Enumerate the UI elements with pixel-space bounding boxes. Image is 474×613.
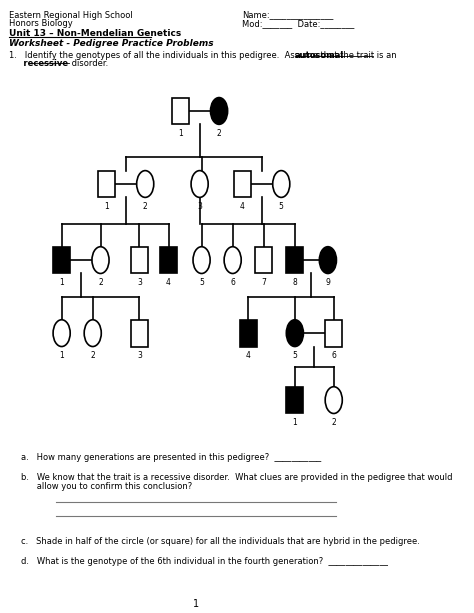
- Text: 5: 5: [292, 351, 297, 360]
- FancyBboxPatch shape: [53, 246, 70, 273]
- Text: 3: 3: [137, 278, 142, 287]
- Text: 4: 4: [246, 351, 251, 360]
- Text: Eastern Regional High School: Eastern Regional High School: [9, 10, 133, 20]
- Text: 6: 6: [230, 278, 235, 287]
- Text: 1: 1: [104, 202, 109, 211]
- Circle shape: [92, 246, 109, 273]
- Circle shape: [273, 170, 290, 197]
- Text: c.   Shade in half of the circle (or square) for all the individuals that are hy: c. Shade in half of the circle (or squar…: [21, 537, 419, 546]
- FancyBboxPatch shape: [98, 170, 115, 197]
- Circle shape: [137, 170, 154, 197]
- Text: a.   How many generations are presented in this pedigree?  ___________: a. How many generations are presented in…: [21, 453, 321, 462]
- FancyBboxPatch shape: [286, 387, 303, 414]
- Text: 1: 1: [59, 278, 64, 287]
- Text: 1: 1: [292, 418, 297, 427]
- Circle shape: [224, 246, 241, 273]
- Text: b.   We know that the trait is a recessive disorder.  What clues are provided in: b. We know that the trait is a recessive…: [21, 473, 452, 482]
- Text: 1: 1: [178, 129, 182, 138]
- Text: 2: 2: [331, 418, 336, 427]
- Text: 2: 2: [143, 202, 147, 211]
- FancyBboxPatch shape: [234, 170, 251, 197]
- FancyBboxPatch shape: [131, 320, 148, 346]
- FancyBboxPatch shape: [160, 246, 177, 273]
- Text: 5: 5: [279, 202, 284, 211]
- Text: 1: 1: [192, 599, 199, 609]
- Text: Worksheet - Pedigree Practice Problems: Worksheet - Pedigree Practice Problems: [9, 39, 214, 48]
- Text: 2: 2: [217, 129, 221, 138]
- Text: Unit 13 – Non-Mendelian Genetics: Unit 13 – Non-Mendelian Genetics: [9, 29, 182, 39]
- FancyBboxPatch shape: [255, 246, 273, 273]
- Text: 1: 1: [59, 351, 64, 360]
- Circle shape: [191, 170, 208, 197]
- Circle shape: [286, 320, 303, 346]
- Circle shape: [325, 387, 342, 414]
- Text: 8: 8: [292, 278, 297, 287]
- Text: 2: 2: [91, 351, 95, 360]
- Text: 2: 2: [98, 278, 103, 287]
- Text: Mod:_______  Date:________: Mod:_______ Date:________: [242, 19, 355, 28]
- Text: 1.   Identify the genotypes of all the individuals in this pedigree.  Assume tha: 1. Identify the genotypes of all the ind…: [9, 51, 400, 60]
- FancyBboxPatch shape: [240, 320, 257, 346]
- Text: recessive: recessive: [9, 59, 68, 68]
- Text: 7: 7: [261, 278, 266, 287]
- Text: 5: 5: [199, 278, 204, 287]
- FancyBboxPatch shape: [172, 97, 189, 124]
- Text: 9: 9: [326, 278, 330, 287]
- Circle shape: [319, 246, 337, 273]
- Circle shape: [193, 246, 210, 273]
- Text: 4: 4: [240, 202, 245, 211]
- Text: 3: 3: [137, 351, 142, 360]
- FancyBboxPatch shape: [286, 246, 303, 273]
- Circle shape: [53, 320, 70, 346]
- Text: 4: 4: [166, 278, 171, 287]
- Text: Honors Biology: Honors Biology: [9, 19, 73, 28]
- Circle shape: [84, 320, 101, 346]
- Text: Name:_______________: Name:_______________: [242, 10, 334, 20]
- Text: 3: 3: [197, 202, 202, 211]
- Circle shape: [210, 97, 228, 124]
- FancyBboxPatch shape: [325, 320, 342, 346]
- Text: autosomal: autosomal: [295, 51, 344, 60]
- Text: allow you to confirm this conclusion?: allow you to confirm this conclusion?: [21, 482, 192, 491]
- Text: disorder.: disorder.: [69, 59, 109, 68]
- Text: d.   What is the genotype of the 6th individual in the fourth generation?  _____: d. What is the genotype of the 6th indiv…: [21, 557, 388, 566]
- FancyBboxPatch shape: [131, 246, 148, 273]
- Text: 6: 6: [331, 351, 336, 360]
